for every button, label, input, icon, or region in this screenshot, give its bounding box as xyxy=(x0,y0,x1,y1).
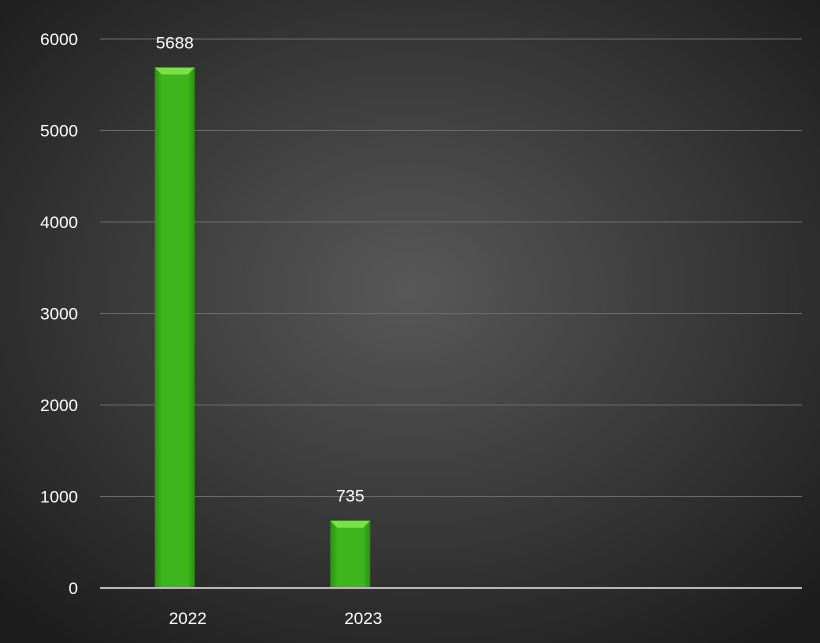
y-tick-label: 0 xyxy=(69,579,78,598)
x-axis-tick-labels: 2022 2023 xyxy=(169,609,382,628)
bar xyxy=(330,520,371,588)
y-tick-label: 5000 xyxy=(40,122,78,141)
x-tick-label: 2022 xyxy=(169,609,207,628)
bar-top-bevel xyxy=(330,520,371,528)
gridlines xyxy=(100,38,802,497)
y-tick-label: 4000 xyxy=(40,213,78,232)
data-label: 5688 xyxy=(156,34,194,53)
y-tick-label: 1000 xyxy=(40,488,78,507)
x-tick-label: 2023 xyxy=(344,609,382,628)
bar-top-bevel xyxy=(154,67,195,75)
bar-2022 xyxy=(154,67,195,589)
y-axis-tick-labels: 0 1000 2000 3000 4000 5000 6000 xyxy=(40,30,78,598)
y-tick-label: 6000 xyxy=(40,30,78,49)
y-tick-label: 3000 xyxy=(40,305,78,324)
bar-2023 xyxy=(330,520,371,588)
bar xyxy=(154,67,195,589)
y-tick-label: 2000 xyxy=(40,396,78,415)
bars: 5688 735 xyxy=(154,34,371,589)
data-label: 735 xyxy=(336,487,364,506)
